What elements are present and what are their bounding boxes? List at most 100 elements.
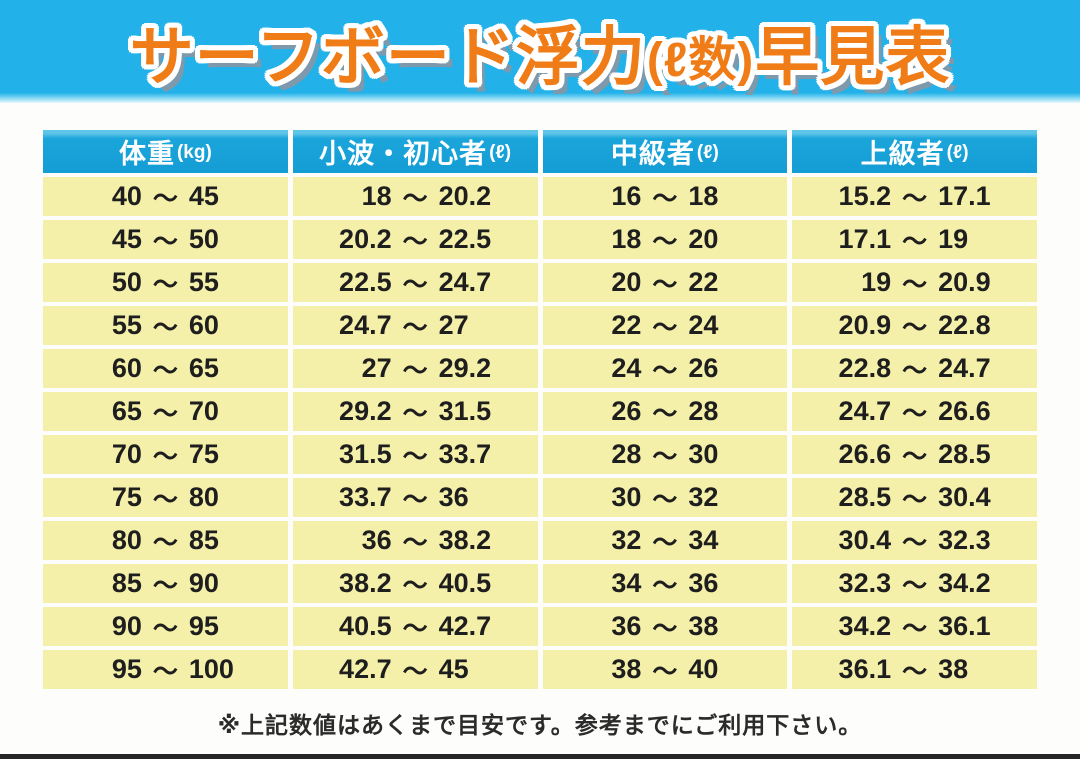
intermediate-range-cell: 38 〜 40 — [542, 650, 788, 689]
table-header-row: 体重 (kg) 小波・初心者 (ℓ) 中級者 (ℓ) 上級者 (ℓ) — [43, 130, 1037, 173]
range-high: 22.8 — [938, 310, 991, 340]
range-high: 18 — [688, 181, 719, 211]
tilde-separator: 〜 — [152, 399, 178, 428]
range-high: 38 — [938, 654, 969, 684]
range-low: 32.3 — [838, 568, 892, 598]
header-weight-unit: (kg) — [176, 142, 212, 163]
table-row: 90 〜 95 40.5 〜 42.7 36 〜 38 34.2 〜 36.1 — [43, 607, 1037, 646]
range-high: 17.1 — [938, 181, 991, 211]
range-low: 36 — [611, 611, 642, 641]
intermediate-range-cell: 32 〜 34 — [542, 521, 788, 560]
intermediate-range-cell: 22 〜 24 — [542, 306, 788, 345]
advanced-range-cell: 30.4 〜 32.3 — [792, 521, 1037, 560]
range-low: 55 — [111, 310, 142, 340]
range-low: 18 — [361, 181, 392, 211]
range-low: 70 — [111, 439, 142, 469]
tilde-separator: 〜 — [152, 227, 178, 256]
range-high: 34 — [688, 525, 719, 555]
page-title: サーフボード浮力 (ℓ数) 早見表 — [130, 6, 951, 98]
range-low: 75 — [111, 482, 142, 512]
beginner-range-cell: 22.5 〜 24.7 — [292, 263, 538, 302]
tilde-separator: 〜 — [402, 571, 428, 600]
advanced-range-cell: 24.7 〜 26.6 — [792, 392, 1037, 431]
range-high: 40.5 — [438, 568, 492, 598]
tilde-separator: 〜 — [402, 614, 428, 643]
range-low: 34 — [611, 568, 642, 598]
header-intermediate: 中級者 (ℓ) — [542, 130, 788, 173]
beginner-range-cell: 40.5 〜 42.7 — [292, 607, 538, 646]
range-high: 85 — [188, 525, 219, 555]
advanced-range-cell: 28.5 〜 30.4 — [792, 478, 1037, 517]
tilde-separator: 〜 — [902, 270, 928, 299]
range-high: 80 — [188, 482, 219, 512]
range-high: 45 — [188, 181, 219, 211]
range-high: 42.7 — [438, 611, 492, 641]
range-low: 26.6 — [838, 439, 892, 469]
table-row: 70 〜 75 31.5 〜 33.7 28 〜 30 26.6 〜 28.5 — [43, 435, 1037, 474]
tilde-separator: 〜 — [652, 227, 678, 256]
range-low: 15.2 — [838, 181, 892, 211]
range-high: 40 — [688, 654, 719, 684]
intermediate-range-cell: 36 〜 38 — [542, 607, 788, 646]
tilde-separator: 〜 — [902, 614, 928, 643]
tilde-separator: 〜 — [402, 270, 428, 299]
range-high: 75 — [188, 439, 219, 469]
range-low: 27 — [361, 353, 392, 383]
table-rows: 40 〜 45 18 〜 20.2 16 〜 18 15.2 〜 17.1 45 〜 50 20.2… — [43, 177, 1037, 689]
tilde-separator: 〜 — [152, 485, 178, 514]
tilde-separator: 〜 — [652, 657, 678, 686]
tilde-separator: 〜 — [152, 356, 178, 385]
range-high: 26.6 — [938, 396, 991, 426]
intermediate-range-cell: 30 〜 32 — [542, 478, 788, 517]
table-row: 45 〜 50 20.2 〜 22.5 18 〜 20 17.1 〜 19 — [43, 220, 1037, 259]
range-low: 50 — [111, 267, 142, 297]
range-low: 80 — [111, 525, 142, 555]
range-low: 16 — [611, 181, 642, 211]
advanced-range-cell: 19 〜 20.9 — [792, 263, 1037, 302]
title-band: サーフボード浮力 (ℓ数) 早見表 — [0, 0, 1080, 103]
range-low: 20 — [611, 267, 642, 297]
range-low: 90 — [111, 611, 142, 641]
tilde-separator: 〜 — [152, 571, 178, 600]
range-low: 24 — [611, 353, 642, 383]
tilde-separator: 〜 — [402, 313, 428, 342]
range-low: 22.5 — [339, 267, 392, 297]
range-high: 38 — [688, 611, 719, 641]
range-high: 36 — [438, 482, 469, 512]
range-high: 45 — [438, 654, 469, 684]
intermediate-range-cell: 26 〜 28 — [542, 392, 788, 431]
table-row: 50 〜 55 22.5 〜 24.7 20 〜 22 19 〜 20.9 — [43, 263, 1037, 302]
tilde-separator: 〜 — [402, 356, 428, 385]
range-high: 90 — [188, 568, 219, 598]
range-low: 60 — [111, 353, 142, 383]
range-high: 100 — [188, 654, 234, 684]
range-high: 28 — [688, 396, 719, 426]
page-title-suffix: 早見表 — [755, 20, 951, 93]
advanced-range-cell: 20.9 〜 22.8 — [792, 306, 1037, 345]
range-high: 20.9 — [938, 267, 991, 297]
weight-range-cell: 90 〜 95 — [43, 607, 288, 646]
tilde-separator: 〜 — [402, 227, 428, 256]
beginner-range-cell: 33.7 〜 36 — [292, 478, 538, 517]
beginner-range-cell: 18 〜 20.2 — [292, 177, 538, 216]
range-high: 95 — [188, 611, 219, 641]
advanced-range-cell: 15.2 〜 17.1 — [792, 177, 1037, 216]
range-high: 33.7 — [438, 439, 492, 469]
tilde-separator: 〜 — [152, 270, 178, 299]
range-high: 36.1 — [938, 611, 991, 641]
table-row: 75 〜 80 33.7 〜 36 30 〜 32 28.5 〜 30.4 — [43, 478, 1037, 517]
intermediate-range-cell: 16 〜 18 — [542, 177, 788, 216]
range-high: 32.3 — [938, 525, 991, 555]
advanced-range-cell: 22.8 〜 24.7 — [792, 349, 1037, 388]
range-low: 17.1 — [838, 224, 892, 254]
header-intermediate-label: 中級者 — [610, 139, 695, 169]
weight-range-cell: 95 〜 100 — [43, 650, 288, 689]
range-high: 65 — [188, 353, 219, 383]
page-title-main: サーフボード浮力 — [129, 20, 646, 93]
range-high: 55 — [188, 267, 219, 297]
weight-range-cell: 45 〜 50 — [43, 220, 288, 259]
tilde-separator: 〜 — [402, 528, 428, 557]
range-high: 36 — [688, 568, 719, 598]
tilde-separator: 〜 — [152, 657, 178, 686]
range-low: 31.5 — [339, 439, 392, 469]
